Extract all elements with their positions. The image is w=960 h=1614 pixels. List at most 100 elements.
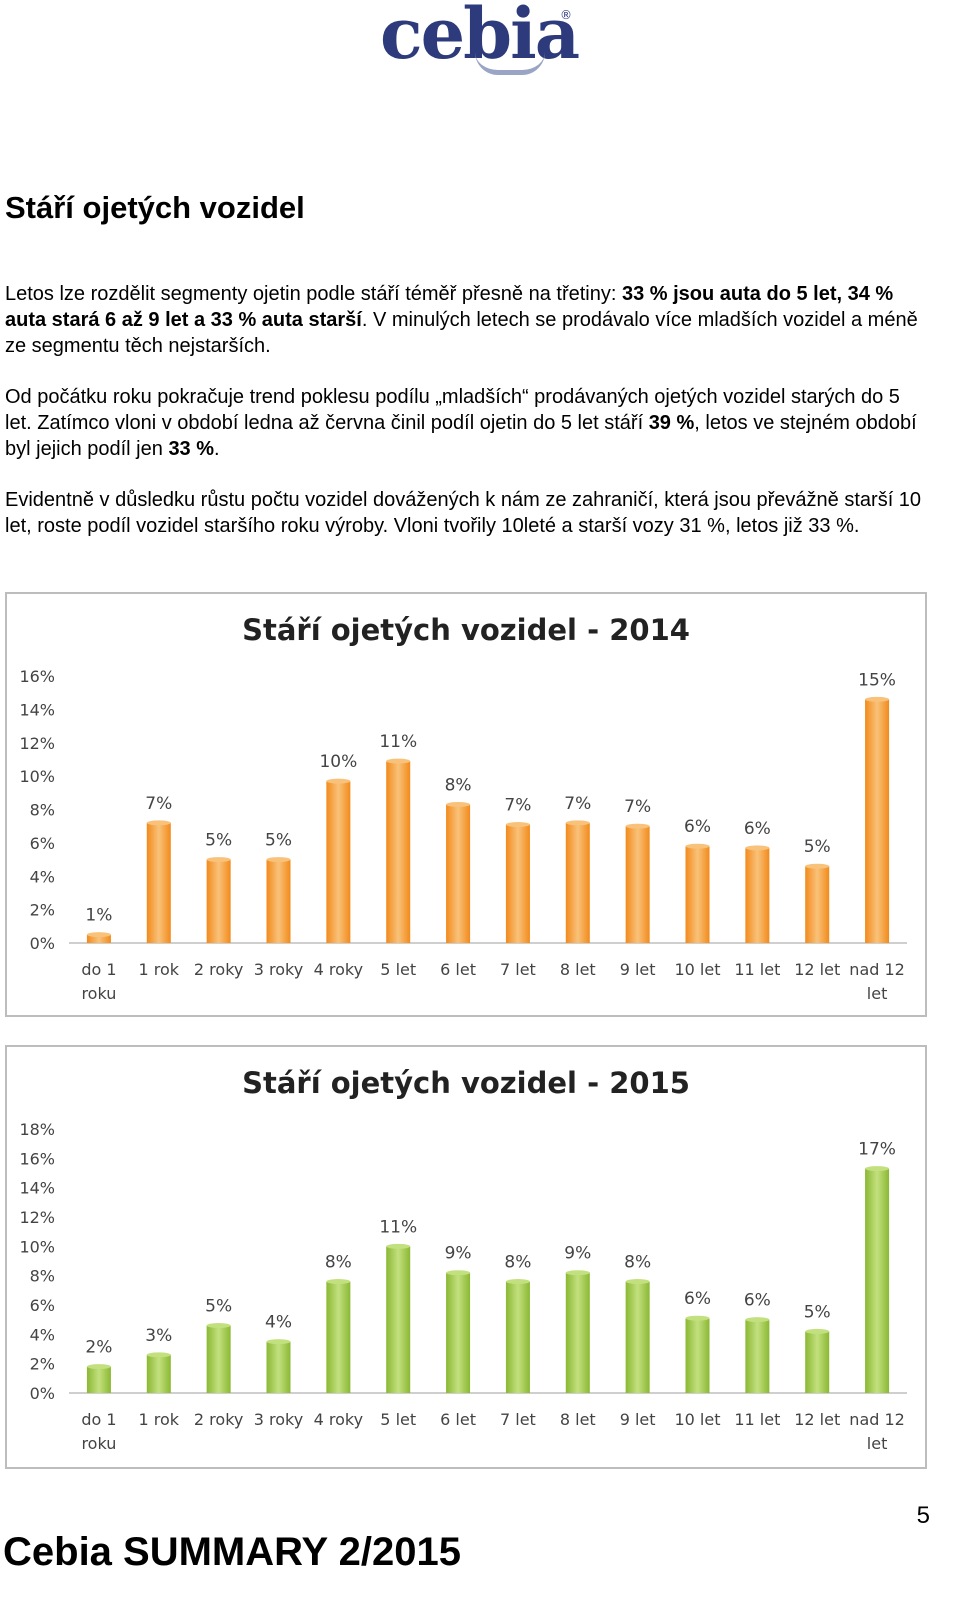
bar [565,1272,590,1393]
y-tick-label: 18% [19,1120,55,1139]
bar-top-cap [326,1279,351,1285]
bar [865,1168,890,1393]
bar [745,847,770,943]
data-label: 11% [379,1217,417,1237]
bar-top-cap [266,1339,291,1345]
bar [505,824,530,943]
bar [505,1281,530,1393]
x-tick-label: 3 roky [254,960,303,979]
data-label: 5% [804,1302,831,1322]
bar [266,859,291,943]
bar-top-cap [146,1352,171,1358]
footer-title: Cebia SUMMARY 2/2015 [3,1530,461,1574]
paragraph-intro: Letos lze rozdělit segmenty ojetin podle… [5,281,925,359]
y-tick-label: 10% [19,1237,55,1256]
data-label: 7% [145,794,172,814]
y-tick-label: 8% [30,1267,55,1286]
y-tick-label: 12% [19,734,55,753]
y-tick-label: 0% [30,1384,55,1403]
y-tick-label: 2% [30,1355,55,1374]
x-tick-label: 6 let [440,960,476,979]
page-number: 5 [916,1502,930,1529]
x-tick-label: 4 roky [314,1410,363,1429]
data-label: 7% [624,797,651,817]
y-tick-label: 4% [30,867,55,886]
data-label: 8% [325,1253,352,1273]
x-tick-label: 10 let [674,1410,720,1429]
cebia-logo: cebia ® [380,0,580,80]
y-tick-label: 12% [19,1208,55,1227]
chart-2015: Stáří ojetých vozidel - 2015 0% 2% 4% 6% 8% 10… [5,1045,927,1469]
chart-title: Stáří ojetých vozidel - 2015 [242,1066,690,1100]
bar-top-cap [565,820,590,826]
paragraph-run: 39 % [648,412,695,434]
data-label: 2% [85,1338,112,1358]
data-label: 8% [624,1253,651,1273]
bar [386,761,411,943]
bar-top-cap [865,696,890,702]
bar-top-cap [386,1243,411,1249]
paragraph-run: . V minulých letech se prodávalo více ml… [5,309,918,357]
bar-top-cap [206,1323,231,1329]
data-label: 6% [744,1291,771,1311]
x-tick-label: 8 let [560,960,596,979]
paragraph-run: Od počátku roku pokračuje trend poklesu … [5,386,900,434]
bar-top-cap [745,1317,770,1323]
bar-top-cap [865,1166,890,1172]
y-tick-label: 8% [30,801,55,820]
x-tick-label: 8 let [560,1410,596,1429]
x-tick-label: do 1 [81,960,116,979]
data-label: 9% [564,1244,591,1264]
paragraph-run: , letos ve stejném období byl jejich pod… [5,412,917,460]
bar [805,866,830,943]
bar [146,1354,171,1393]
bar [625,1281,650,1393]
x-tick-label: 5 let [380,960,416,979]
data-label: 4% [265,1313,292,1333]
bar-top-cap [685,843,710,849]
bar-top-cap [86,1364,111,1370]
data-label: 6% [684,1289,711,1309]
bar-top-cap [266,857,291,863]
bar [326,781,351,943]
bar [326,1281,351,1393]
bar-top-cap [745,845,770,851]
bar [446,1272,471,1393]
bar [206,1325,231,1393]
bar-top-cap [625,823,650,829]
data-label: 9% [445,1244,472,1264]
bar-top-cap [565,1270,590,1276]
y-tick-label: 6% [30,1296,55,1315]
data-label: 6% [744,819,771,839]
page-heading: Stáří ojetých vozidel [5,190,305,225]
data-label: 15% [858,670,896,690]
bar [625,826,650,943]
x-tick-label: 9 let [620,1410,656,1429]
bar [745,1319,770,1393]
bar-top-cap [446,1270,471,1276]
bar [386,1246,411,1393]
y-tick-label: 6% [30,834,55,853]
paragraph-imports: Evidentně v důsledku růstu počtu vozidel… [5,487,925,539]
y-tick-label: 0% [30,934,55,953]
bar-top-cap [805,1328,830,1334]
bar-top-cap [326,778,351,784]
y-tick-label: 16% [19,1149,55,1168]
bar-top-cap [86,932,111,938]
paragraph-run: . [214,438,220,460]
x-tick-label: roku [81,984,116,1003]
y-tick-label: 16% [19,667,55,686]
x-tick-label: 1 rok [139,960,180,979]
y-tick-label: 14% [19,1179,55,1198]
bar-top-cap [386,758,411,764]
x-tick-label: nad 12 [849,960,905,979]
logo-swoosh [475,52,545,75]
bar-top-cap [446,801,471,807]
y-tick-label: 4% [30,1325,55,1344]
bar-top-cap [505,822,530,828]
bar [865,699,890,943]
x-tick-label: 3 roky [254,1410,303,1429]
bar [685,1318,710,1393]
bar-top-cap [146,820,171,826]
bar-top-cap [625,1279,650,1285]
